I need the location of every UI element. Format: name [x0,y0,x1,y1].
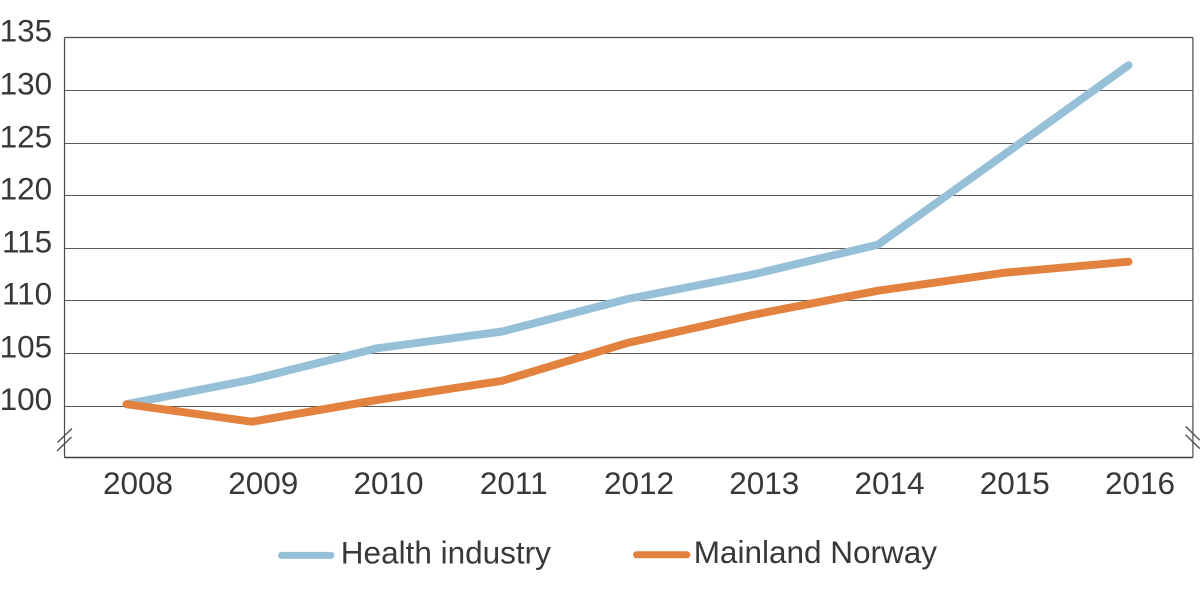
svg-text:120: 120 [0,171,52,207]
svg-text:2013: 2013 [729,465,799,501]
svg-text:125: 125 [0,119,52,155]
svg-text:2012: 2012 [604,465,674,501]
svg-text:100: 100 [0,381,52,417]
svg-text:115: 115 [2,224,52,260]
svg-text:2008: 2008 [103,465,173,501]
svg-text:2014: 2014 [854,465,924,501]
svg-text:135: 135 [0,13,52,49]
svg-text:110: 110 [2,276,52,312]
svg-text:2009: 2009 [228,465,298,501]
svg-text:2016: 2016 [1105,465,1175,501]
svg-text:Health industry: Health industry [341,535,551,571]
svg-text:2015: 2015 [980,465,1050,501]
svg-text:2011: 2011 [480,465,548,501]
svg-text:Mainland Norway: Mainland Norway [694,534,938,570]
svg-text:105: 105 [0,329,52,365]
svg-text:130: 130 [0,66,52,102]
svg-text:2010: 2010 [353,465,423,501]
